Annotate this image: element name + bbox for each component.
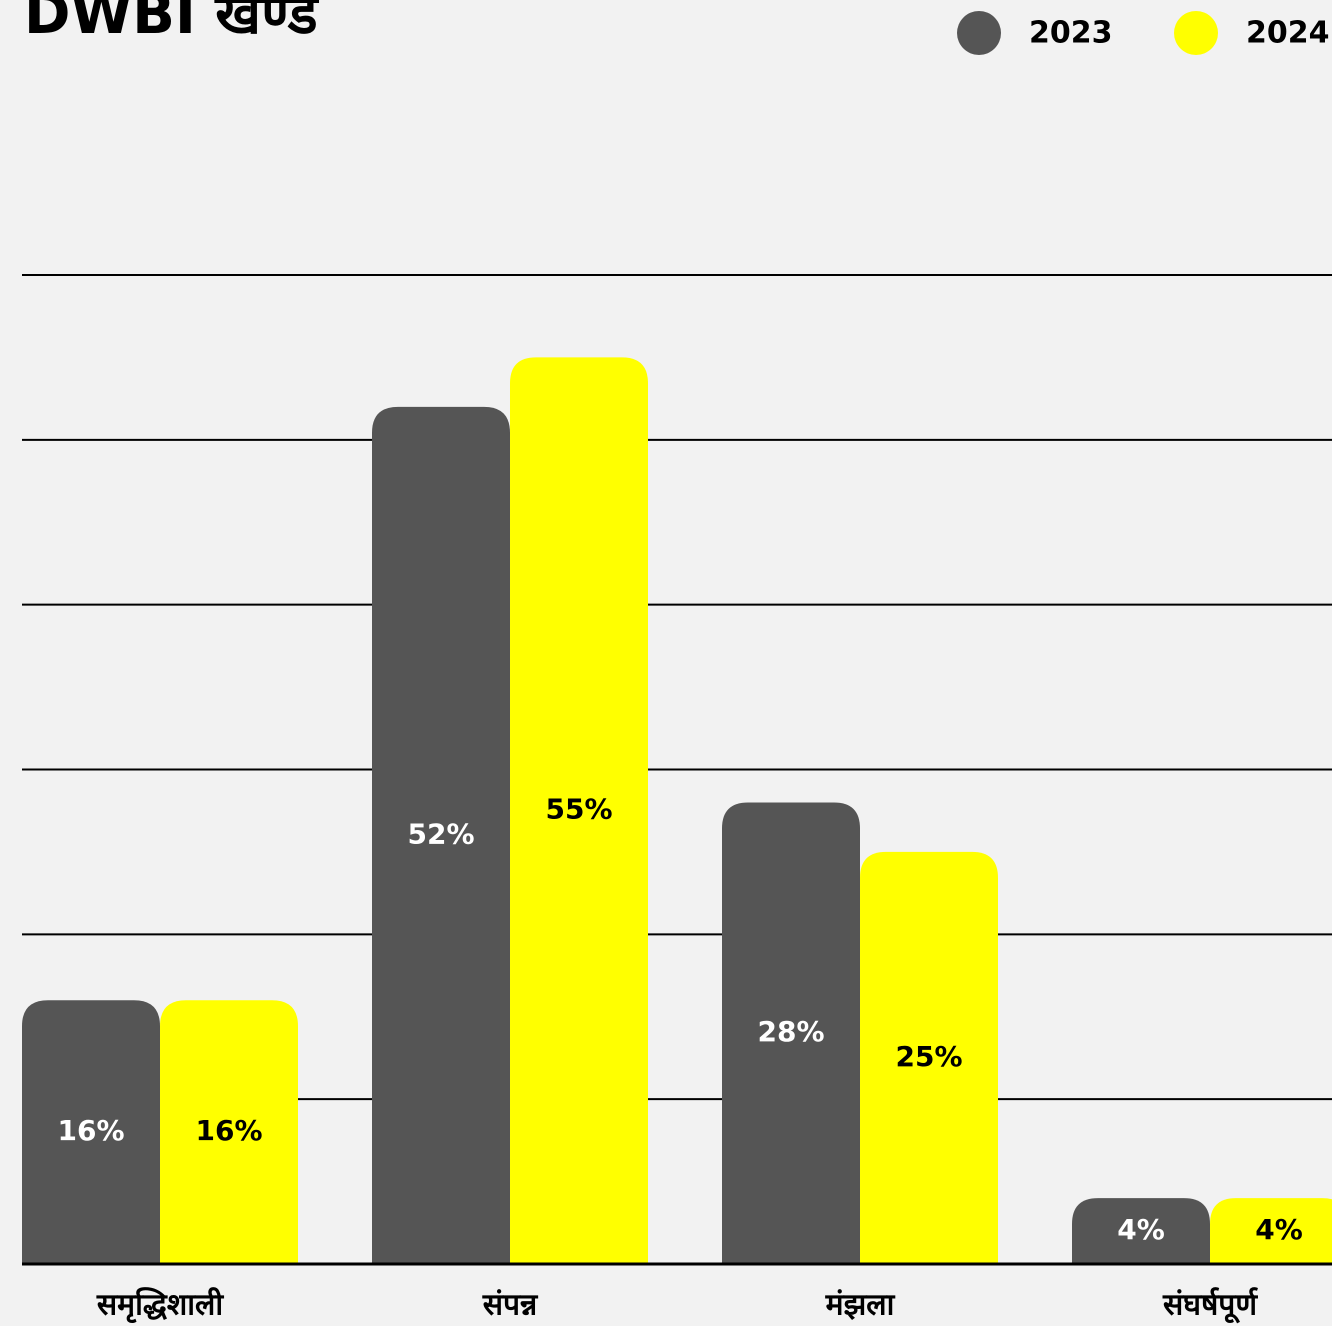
legend-swatch bbox=[1174, 11, 1218, 55]
bar bbox=[1210, 1198, 1332, 1264]
x-tick-label: मंझला bbox=[825, 1288, 896, 1323]
value-label: 16% bbox=[57, 1114, 124, 1147]
bar bbox=[722, 802, 860, 1264]
bar bbox=[160, 1000, 298, 1264]
value-label: 4% bbox=[1255, 1213, 1303, 1246]
bar bbox=[510, 357, 648, 1265]
value-label: 16% bbox=[195, 1114, 262, 1147]
value-label: 28% bbox=[757, 1015, 824, 1048]
chart-title: DWBI खण्ड bbox=[24, 0, 320, 47]
legend-label: 2024 bbox=[1246, 16, 1330, 51]
legend-swatch bbox=[957, 11, 1001, 55]
bar bbox=[1072, 1198, 1210, 1264]
value-label: 52% bbox=[407, 817, 474, 850]
value-label: 25% bbox=[895, 1040, 962, 1073]
value-label: 55% bbox=[545, 793, 612, 826]
x-tick-label: समृद्धिशाली bbox=[96, 1287, 224, 1324]
value-label: 4% bbox=[1117, 1213, 1165, 1246]
x-tick-label: संघर्षपूर्ण bbox=[1162, 1287, 1258, 1324]
bar bbox=[372, 406, 510, 1264]
legend-label: 2023 bbox=[1029, 16, 1113, 51]
bar bbox=[860, 851, 998, 1264]
x-tick-label: संपन्न bbox=[482, 1288, 539, 1323]
bar bbox=[22, 1000, 160, 1264]
